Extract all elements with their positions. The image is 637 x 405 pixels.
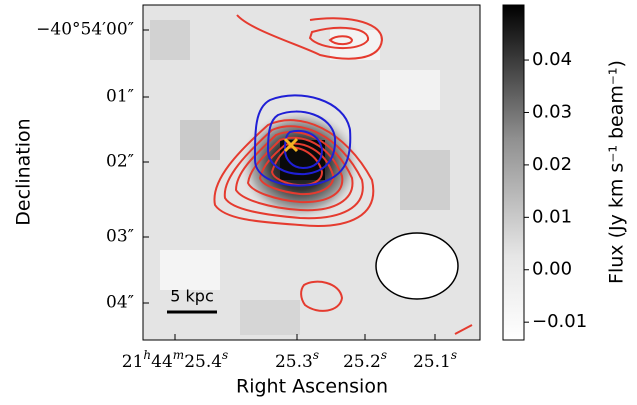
x-tick-label: 25.1s xyxy=(413,348,457,372)
y-tick-label: 02″ xyxy=(106,152,134,172)
scale-bar-label: 5 kpc xyxy=(170,287,213,306)
x-tick-label: 21h44m25.4s xyxy=(122,348,228,372)
y-tick-label: −40°54′00″ xyxy=(36,20,134,40)
x-tick-label: 25.2s xyxy=(343,348,387,372)
colorbar-tick-label: 0.01 xyxy=(532,206,572,227)
colorbar-tick-label: 0.00 xyxy=(532,259,572,280)
colorbar-tick-label: −0.01 xyxy=(532,311,587,332)
colorbar-tick-label: 0.03 xyxy=(532,101,572,122)
x-tick-label: 25.3s xyxy=(275,348,319,372)
y-tick-label: 03″ xyxy=(106,227,134,247)
colorbar xyxy=(502,4,525,341)
y-tick-label: 04″ xyxy=(106,293,134,313)
image: 5 kpc xyxy=(143,5,480,340)
y-tick-label: 01″ xyxy=(106,87,134,107)
colorbar-label: Flux (Jy km s⁻¹ beam⁻¹) xyxy=(606,60,628,284)
colorbar-tick-label: 0.04 xyxy=(532,49,572,70)
colorbar-tick-label: 0.02 xyxy=(532,154,572,175)
y-axis-label: Declination xyxy=(13,118,35,225)
x-axis-label: Right Ascension xyxy=(236,376,388,398)
image-frame xyxy=(142,4,481,341)
